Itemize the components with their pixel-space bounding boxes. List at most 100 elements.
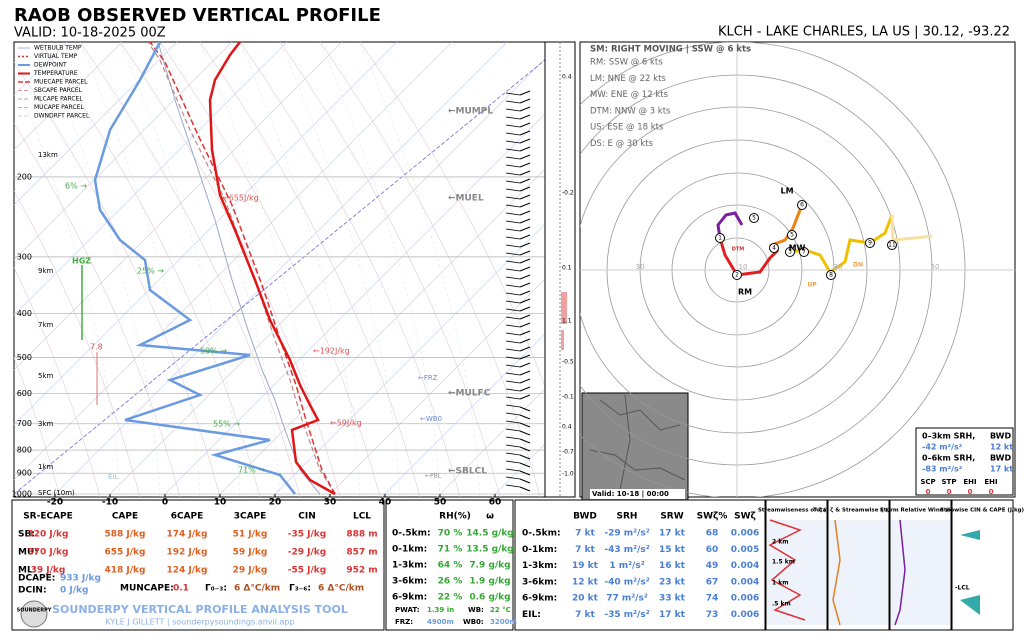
hodo-point: [749, 213, 759, 223]
wind-barb: [505, 380, 521, 384]
moist-adiabat: [199, 42, 321, 497]
hodo-point-label: 11: [888, 242, 896, 249]
height-label: 13km: [38, 151, 58, 159]
isotherm: [381, 333, 545, 497]
temperature-trace: [208, 42, 336, 496]
hodo-point: [826, 270, 836, 280]
index-value: 0: [926, 488, 931, 496]
isotherm: [14, 42, 233, 261]
hodo-point-label: 9: [868, 240, 872, 247]
table-cell: -40 m²/s²: [604, 577, 649, 587]
dry-adiabat: [279, 42, 501, 497]
table-cell: 857 m: [346, 548, 377, 558]
wind-barb: [519, 178, 531, 184]
legend-label: SBCAPE PARCEL: [34, 87, 83, 94]
table-cell: 70 %: [438, 529, 463, 539]
wind-barb: [519, 114, 531, 120]
moist-adiabat: [239, 42, 361, 497]
hodo-point-label: 2: [735, 272, 739, 279]
dry-adiabat: [39, 42, 261, 497]
table-cell: 13.5 g/kg: [466, 545, 514, 555]
pressure-tick-label: 800: [17, 446, 32, 455]
wind-barb: [505, 252, 521, 256]
table-cell: 1-3km:: [522, 561, 557, 571]
thermo-box: [11, 499, 385, 631]
wind-barb: [519, 162, 531, 168]
panel-trace: [832, 519, 841, 626]
motion-marker: DTM: [732, 247, 745, 253]
hodo-point-label: 4: [772, 245, 776, 252]
wind-barb: [505, 388, 521, 392]
table-cell: SB:: [18, 530, 35, 540]
wind-barb: [505, 92, 521, 96]
dry-adiabat: [14, 267, 101, 497]
hodo-point-label: 8: [829, 272, 833, 279]
motion-label: US: ESE @ 18 kts: [590, 123, 664, 133]
index-value: 0: [947, 488, 952, 496]
wind-barb: [519, 210, 531, 216]
moisture-extra: 22 °C: [490, 606, 511, 614]
wind-barb: [519, 138, 531, 144]
table-cell: 68: [706, 529, 719, 539]
panel-height-label: .5 km: [772, 601, 791, 608]
moist-adiabat: [14, 75, 121, 497]
table-cell: ML:: [18, 566, 36, 576]
table-cell: 888 m: [346, 530, 377, 540]
legend-label: DEWPOINT: [34, 62, 67, 69]
hodo-point: [732, 270, 742, 280]
table-cell: 6-9km:: [392, 593, 427, 603]
srh-cell: BWD: [990, 432, 1011, 441]
hodograph: [580, 42, 1015, 497]
isotherm: [216, 168, 545, 497]
temp-tick-label: -10: [102, 498, 118, 508]
panel-height-label: 2 km: [772, 539, 789, 546]
wind-barb: [519, 290, 531, 296]
hodo-trace: [890, 214, 933, 242]
table-header: CAPE: [112, 512, 138, 522]
table-cell: 74: [706, 594, 719, 604]
wind-barb: [505, 132, 521, 136]
wind-barb: [505, 212, 521, 216]
hodo-point: [865, 238, 875, 248]
wind-barb: [505, 436, 521, 440]
wind-barb: [505, 276, 521, 280]
moist-adiabat: [79, 42, 201, 497]
temp-tick-label: 30: [324, 498, 337, 508]
motion-label: DTM: NNW @ 3 kts: [590, 106, 671, 116]
table-cell: 0.004: [731, 577, 759, 587]
wind-barb: [519, 146, 531, 152]
index-name: EHI: [963, 478, 976, 486]
omega-label: -0.5: [562, 359, 574, 366]
isotherm: [161, 113, 545, 497]
hodo-point: [797, 200, 807, 210]
height-label: 5km: [38, 372, 54, 380]
mini-panel-bg: [953, 520, 1012, 625]
logo: [20, 600, 48, 628]
ring-label: 50: [931, 263, 940, 271]
table-cell: 23 kt: [659, 577, 686, 587]
wind-barb: [505, 340, 521, 344]
table-header: SWζ: [734, 512, 756, 522]
table-cell: 1.9 g/kg: [469, 577, 510, 587]
wind-barb: [519, 306, 531, 312]
pressure-tick-label: 200: [17, 172, 32, 181]
table-header: ω: [486, 512, 494, 522]
table-cell: 3-6km:: [392, 577, 427, 587]
dry-adiabat: [79, 42, 301, 497]
wind-barb: [519, 462, 531, 468]
wind-barb: [519, 346, 531, 352]
wind-barb: [519, 378, 531, 384]
thermo-extra: MUNCAPE:: [120, 584, 174, 594]
isotherm: [271, 223, 545, 497]
ring-label: 10: [739, 263, 748, 271]
wind-barb: [519, 486, 531, 492]
annotation: ←PBL: [425, 473, 442, 480]
table-header: SR-ECAPE: [23, 512, 73, 522]
temp-tick-label: 10: [214, 498, 227, 508]
index-name: STP: [942, 478, 957, 486]
moist-adiabat: [39, 42, 161, 497]
legend-label: MUECAPE PARCEL: [34, 79, 88, 86]
wind-barb: [519, 386, 531, 392]
wind-barb: [505, 220, 521, 224]
map-label: Valid: 10-18 | 00:00: [592, 490, 669, 499]
